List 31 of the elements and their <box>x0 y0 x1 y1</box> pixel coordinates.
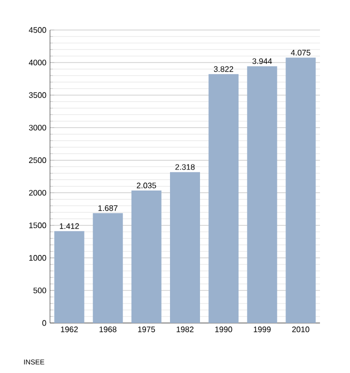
x-tick-label: 1982 <box>176 326 194 332</box>
x-tick-label: 2010 <box>292 326 310 332</box>
x-tick-label: 1968 <box>100 326 116 332</box>
y-tick-label: 1000 <box>29 255 46 261</box>
data-label: 2.035 <box>136 182 156 188</box>
y-tick-label: 4500 <box>28 27 46 33</box>
bar <box>54 231 84 323</box>
x-tick-label: 1975 <box>138 326 155 332</box>
bar <box>247 66 278 323</box>
y-tick-label: 3000 <box>28 124 46 130</box>
bar <box>170 172 200 323</box>
data-label: 3.822 <box>214 66 234 72</box>
data-label: 1.687 <box>98 205 118 211</box>
data-label: 1.412 <box>60 223 79 229</box>
y-tick-label: 1500 <box>29 222 46 228</box>
y-tick-label: 2500 <box>29 157 46 164</box>
data-label: 2.318 <box>175 164 195 170</box>
y-tick-label: 2000 <box>29 190 46 196</box>
y-tick-label: 0 <box>42 320 46 326</box>
data-label: 4.075 <box>290 50 310 56</box>
y-tick-label: 500 <box>33 288 46 294</box>
bar <box>131 190 162 323</box>
x-tick-label: 1990 <box>215 326 232 332</box>
y-tick-label: 4000 <box>28 60 46 66</box>
x-tick-label: 1962 <box>60 326 78 332</box>
bar <box>92 213 123 323</box>
bar <box>208 74 239 323</box>
data-label: 3.944 <box>252 58 272 64</box>
x-tick-label: 1999 <box>254 326 271 332</box>
y-tick-label: 3500 <box>28 92 46 98</box>
bar <box>286 58 316 323</box>
